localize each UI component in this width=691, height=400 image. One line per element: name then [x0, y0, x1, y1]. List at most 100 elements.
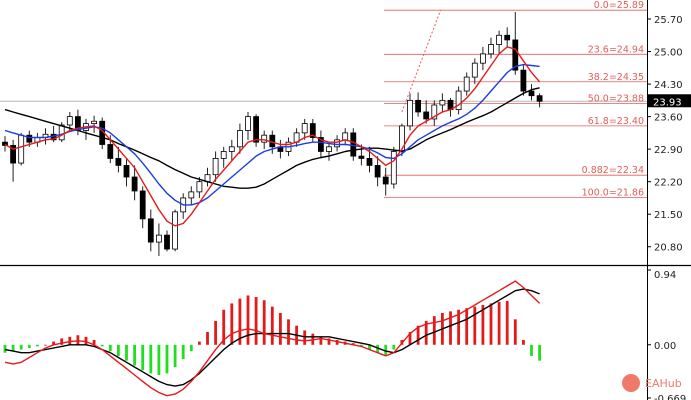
histogram-bar-positive: [198, 341, 201, 345]
candle-body-up: [236, 130, 243, 148]
histogram-bar-positive: [319, 336, 323, 345]
candle-body-down: [164, 234, 170, 250]
histogram-bar-negative: [36, 344, 39, 347]
histogram-bar-negative: [376, 344, 379, 353]
watermark-text: EAHub: [645, 377, 682, 390]
candle-body-up: [479, 53, 486, 64]
histogram-bar-positive: [465, 308, 469, 345]
fibonacci-levels: 0.0=25.89 23.6=24.94 38.2=24.35 50.0=23.88 6…: [384, 0, 647, 198]
histogram-bar-positive: [424, 320, 428, 345]
oscillator-tick-label: -0.669: [654, 394, 686, 400]
candle-body-up: [245, 116, 251, 131]
oscillator-tick-label: 0.00: [654, 341, 676, 352]
histogram-bar-negative: [530, 344, 533, 356]
candle-body-up: [188, 191, 195, 199]
fib-level-label: 61.8=23.40: [588, 116, 644, 127]
histogram-bar-positive: [432, 316, 436, 345]
histogram-bar-negative: [165, 344, 169, 374]
candle-body-down: [139, 190, 146, 220]
histogram-bar-negative: [125, 344, 128, 361]
candle-body-down: [131, 176, 138, 192]
histogram-bar-positive: [351, 343, 355, 345]
histogram-bar-negative: [19, 344, 23, 350]
oscillator-axis: 0.94 0.00 -0.669: [647, 269, 686, 400]
histogram-bar-negative: [384, 344, 388, 356]
histogram-bar-negative: [117, 344, 120, 356]
candle-body-down: [512, 39, 519, 71]
candle-body-up: [334, 139, 341, 148]
histogram-bar-negative: [157, 344, 161, 376]
fib-level-label: 0.882=22.34: [582, 165, 644, 176]
histogram-bar-negative: [181, 344, 185, 360]
price-tick-label: 20.80: [654, 243, 683, 254]
candle-body-up: [390, 151, 397, 185]
candle-body-up: [18, 134, 25, 164]
histogram-bar-negative: [133, 344, 136, 366]
candle-body-down: [253, 116, 260, 143]
candle-body-down: [536, 95, 543, 102]
candle-body-down: [10, 145, 17, 164]
candle-body-up: [439, 99, 446, 106]
fib-level-label: 23.6=24.94: [588, 44, 644, 55]
candle-body-up: [220, 151, 227, 159]
histogram-bar-positive: [513, 319, 517, 345]
oscillator-histogram: [3, 295, 541, 376]
histogram-bar-negative: [360, 344, 363, 347]
oscillator-lines: [4, 280, 541, 397]
candle-body-down: [415, 99, 422, 113]
histogram-bar-negative: [108, 344, 112, 352]
candle-body-up: [261, 134, 268, 143]
histogram-bar-negative: [3, 344, 7, 353]
candle-body-up: [66, 116, 73, 126]
histogram-bar-positive: [230, 303, 234, 345]
histogram-bar-negative: [368, 344, 371, 350]
candle-body-down: [317, 137, 324, 152]
histogram-bar-positive: [222, 309, 226, 345]
moving-average-lines: [4, 46, 541, 227]
last-price-tag: [648, 94, 691, 108]
price-tick-label: 21.50: [654, 210, 683, 221]
candle-body-up: [431, 104, 438, 120]
price-tick-label: 24.30: [654, 80, 683, 91]
fib-level-label: 38.2=24.35: [588, 72, 644, 83]
candle-body-down: [520, 69, 527, 92]
histogram-bar-negative: [149, 344, 153, 374]
histogram-bar-positive: [497, 301, 501, 345]
candle-body-up: [155, 234, 162, 243]
histogram-bar-positive: [60, 338, 64, 345]
histogram-bar-positive: [254, 297, 258, 345]
candle-body-up: [463, 76, 470, 92]
candle-body-down: [366, 158, 373, 166]
candle-body-down: [123, 165, 130, 178]
histogram-bar-positive: [408, 332, 412, 345]
histogram-bar-positive: [473, 306, 477, 345]
histogram-bar-positive: [52, 341, 55, 345]
price-tick-label: 22.20: [654, 178, 683, 189]
candle-body-up: [488, 44, 494, 55]
candle-body-down: [528, 90, 535, 97]
histogram-bar-positive: [327, 338, 331, 345]
candle-body-up: [301, 123, 308, 134]
histogram-bar-positive: [522, 340, 525, 345]
price-axis: 25.70 25.00 24.30 23.60 22.90 22.20 21.50 20.80…: [647, 15, 691, 254]
histogram-bar-positive: [287, 319, 290, 345]
sma-slow-line: [4, 87, 540, 189]
histogram-bar-positive: [246, 295, 250, 345]
price-tick-label: 22.90: [654, 145, 683, 156]
histogram-bar-positive: [238, 298, 242, 345]
fib-level-label: 50.0=23.88: [588, 94, 644, 105]
histogram-bar-negative: [11, 344, 15, 352]
histogram-bar-positive: [84, 336, 88, 345]
histogram-bar-positive: [505, 301, 509, 345]
histogram-bar-negative: [141, 344, 145, 371]
histogram-bar-negative: [27, 344, 31, 348]
candle-body-down: [107, 144, 114, 159]
candle-body-up: [196, 181, 203, 193]
histogram-bar-positive: [44, 344, 47, 346]
histogram-bar-negative: [173, 344, 177, 368]
histogram-bar-positive: [68, 336, 72, 345]
candle-body-down: [26, 134, 33, 143]
histogram-bar-negative: [538, 344, 541, 361]
histogram-bar-positive: [481, 305, 485, 345]
watermark: EAHub: [622, 374, 682, 392]
